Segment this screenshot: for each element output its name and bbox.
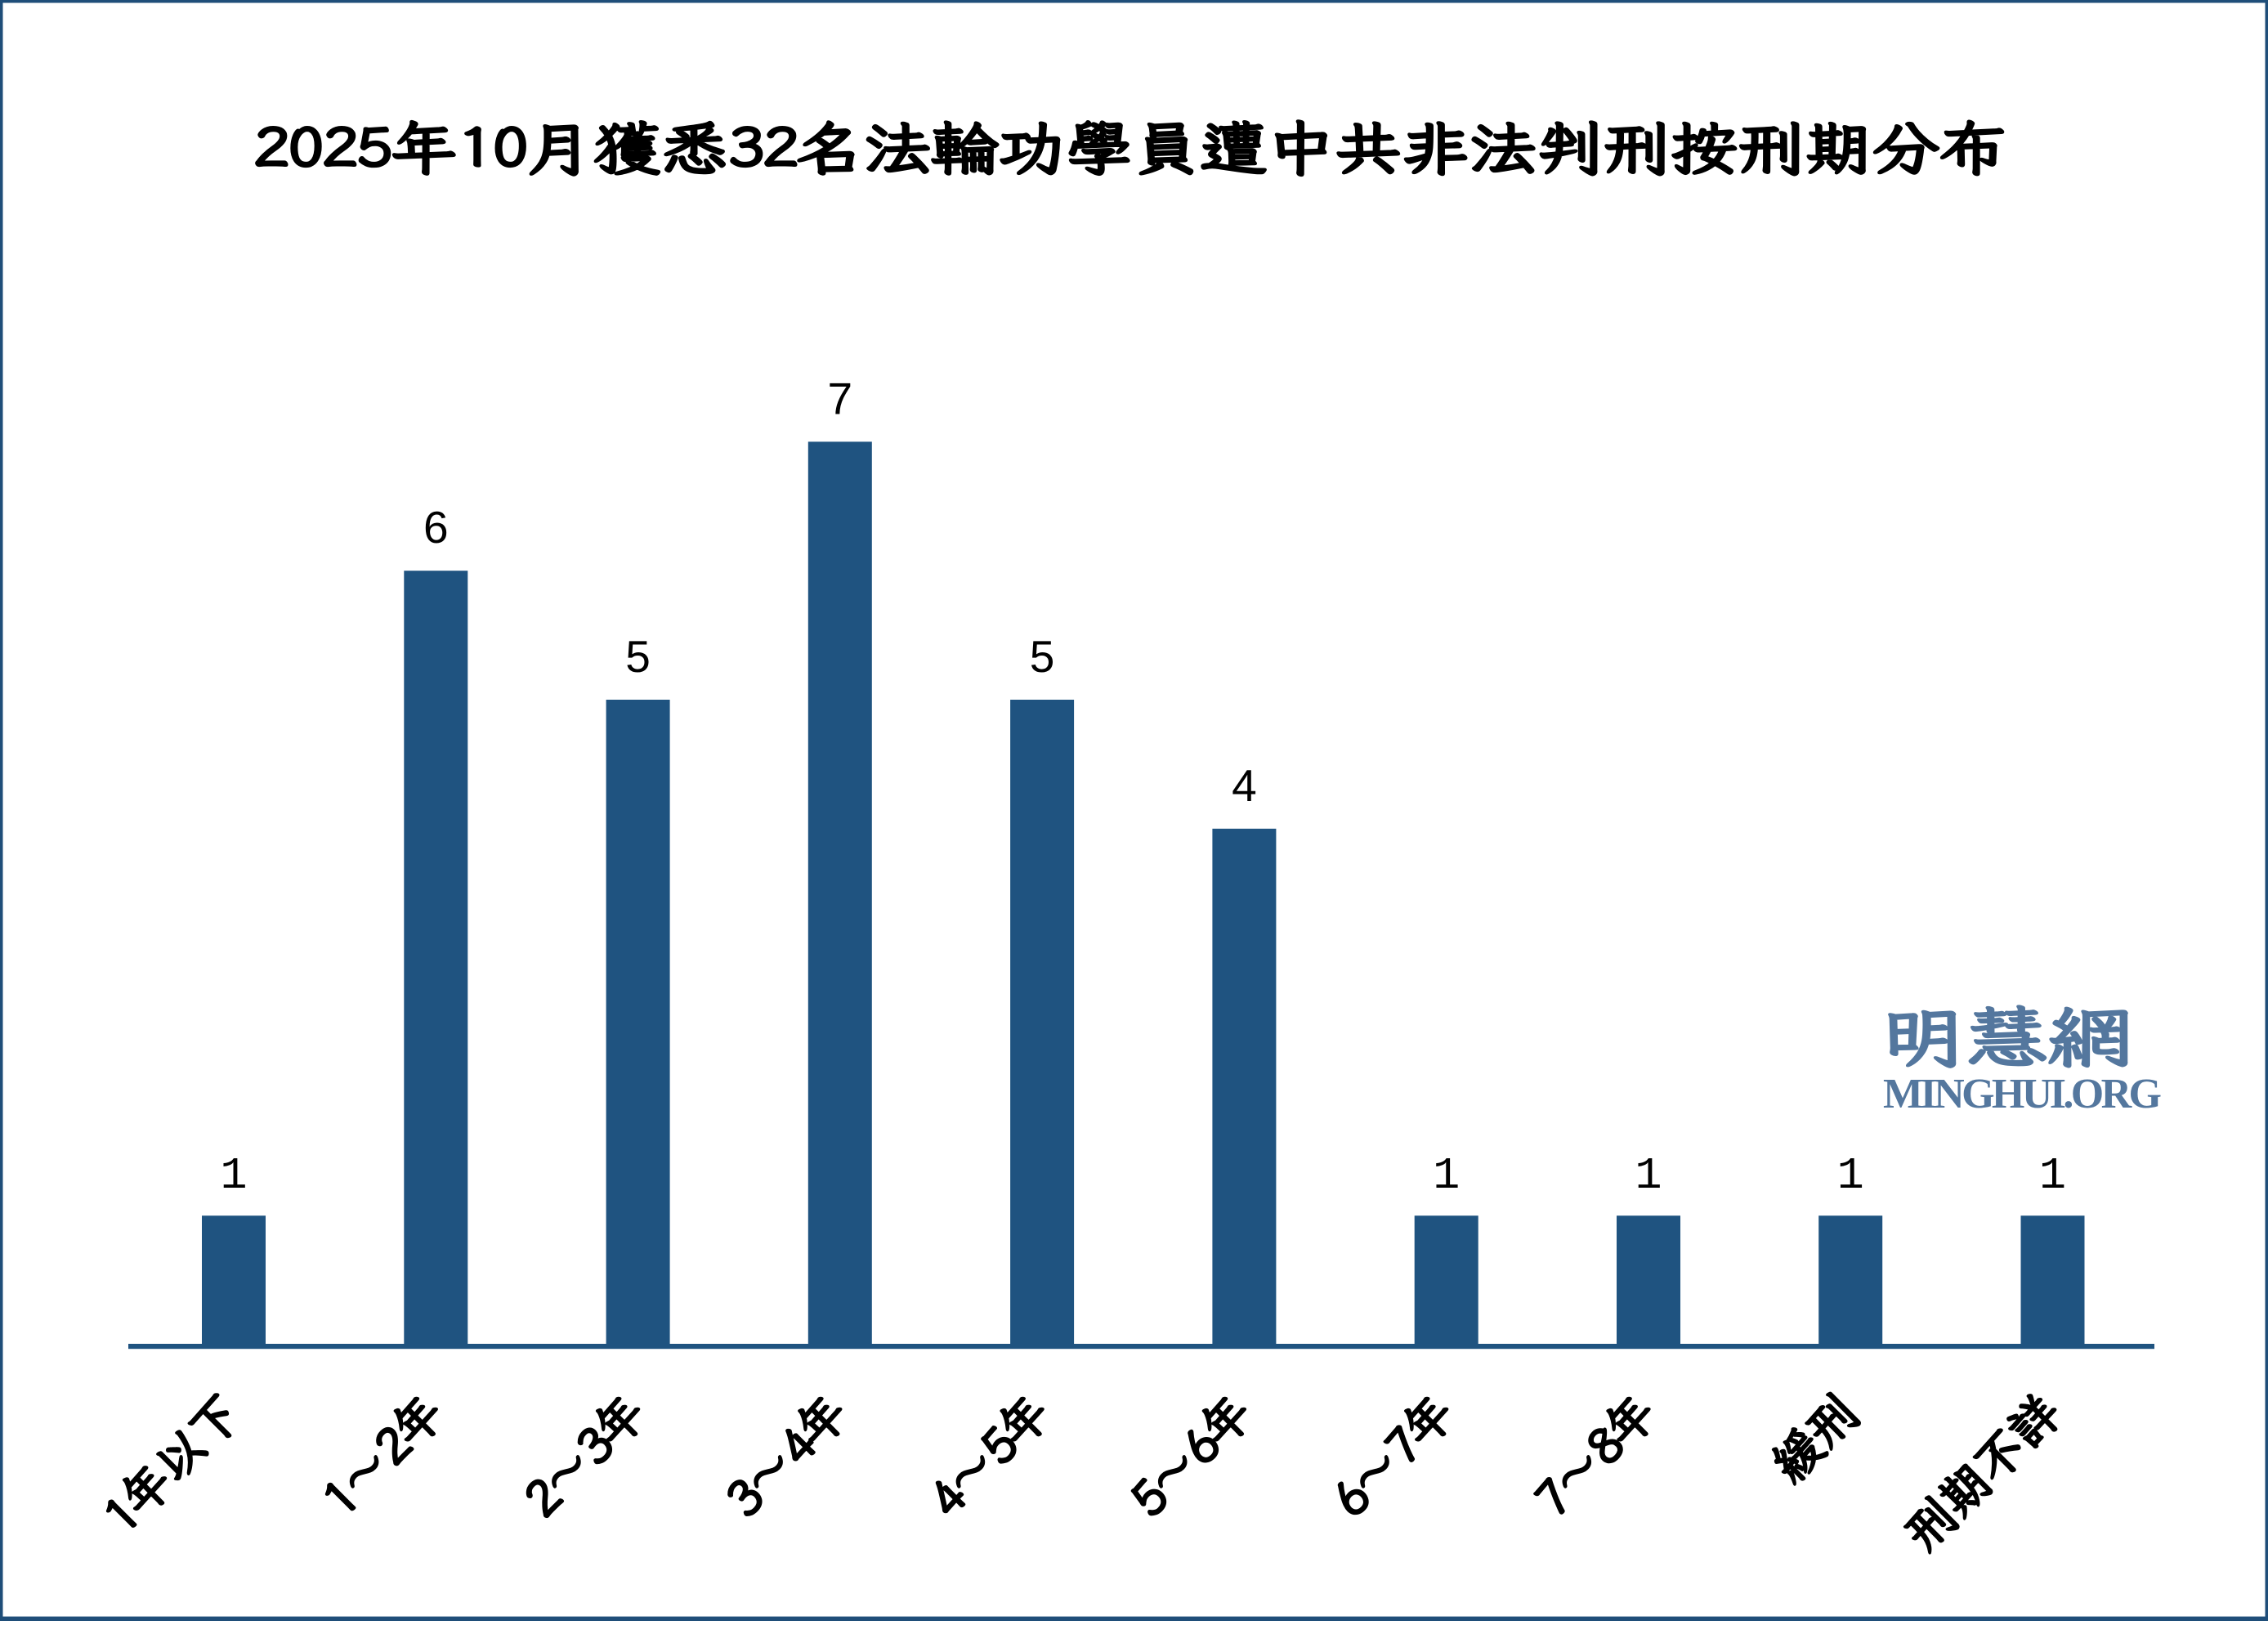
svg-text:1: 1 [220, 1150, 247, 1202]
svg-text:1: 1 [2039, 1150, 2066, 1202]
svg-text:4: 4 [1232, 760, 1257, 811]
svg-text:7: 7 [828, 373, 853, 423]
svg-text:1: 1 [1433, 1150, 1460, 1202]
svg-text:6: 6 [423, 502, 449, 553]
svg-text:MINGHUI.ORG: MINGHUI.ORG [1883, 1071, 2162, 1117]
svg-text:5: 5 [625, 631, 651, 682]
svg-text:1: 1 [1635, 1150, 1662, 1202]
svg-text:1: 1 [1837, 1150, 1864, 1202]
svg-text:5: 5 [1030, 631, 1055, 682]
